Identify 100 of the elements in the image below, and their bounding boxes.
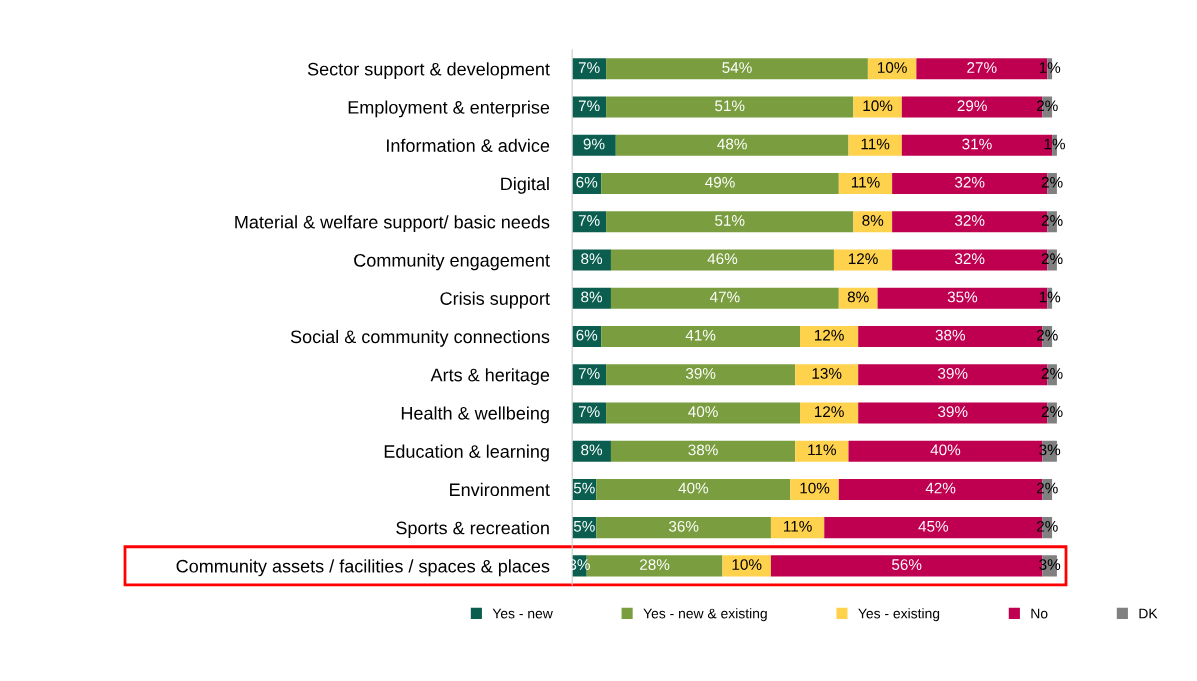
bar — [790, 478, 839, 500]
data-label: 45% — [918, 520, 949, 532]
bar — [610, 249, 834, 271]
bar — [853, 96, 902, 118]
data-label: 11% — [784, 520, 812, 532]
data-label: 2% — [1041, 253, 1063, 265]
y-tick-label: Social & community connections — [290, 329, 550, 347]
legend-label: No — [1031, 608, 1048, 619]
data-label: 10% — [732, 559, 762, 570]
data-label: 2% — [1041, 406, 1063, 417]
bar — [853, 211, 893, 233]
data-label: 47% — [709, 291, 740, 303]
y-tick-label: Sports & recreation — [396, 521, 549, 538]
legend-label: DK — [1139, 608, 1158, 619]
bar — [610, 287, 839, 309]
data-label: 51% — [715, 100, 745, 112]
bar — [722, 555, 771, 577]
data-label: 39% — [938, 367, 968, 379]
y-tick-label: Crisis support — [440, 291, 550, 309]
y-tick-label: Health & wellbeing — [401, 406, 549, 424]
bar — [606, 402, 801, 424]
bar — [770, 517, 825, 539]
bar — [800, 402, 859, 424]
bar — [606, 58, 868, 80]
data-label: 5% — [573, 520, 595, 532]
data-label: 9% — [583, 138, 605, 150]
legend-label: Yes - new & existing — [643, 608, 767, 622]
data-label: 8% — [847, 291, 869, 303]
data-label: 12% — [814, 329, 844, 341]
data-label: 2% — [1041, 215, 1063, 226]
y-tick-label: Education & learning — [384, 444, 549, 462]
bar — [795, 364, 859, 386]
legend-label: Yes - existing — [858, 608, 940, 622]
data-label: 35% — [947, 291, 978, 303]
data-label: 40% — [678, 482, 709, 494]
bar — [838, 173, 893, 195]
data-label: 41% — [685, 329, 716, 341]
data-label: 38% — [688, 444, 718, 456]
data-label: 40% — [688, 406, 718, 418]
data-label: 6% — [576, 176, 598, 188]
data-label: 49% — [705, 176, 735, 188]
bar — [610, 440, 796, 462]
bar — [833, 249, 893, 271]
data-label: 27% — [967, 62, 997, 73]
data-label: 11% — [808, 444, 837, 456]
data-label: 1% — [1039, 291, 1061, 303]
data-label: 8% — [581, 291, 603, 303]
data-label: 7% — [578, 406, 600, 417]
bar — [606, 364, 796, 386]
y-tick-label: Environment — [450, 482, 550, 497]
data-label: 39% — [685, 367, 716, 379]
data-label: 54% — [722, 62, 752, 73]
data-label: 32% — [954, 215, 985, 226]
data-label: 7% — [578, 100, 600, 112]
bar — [601, 173, 839, 195]
data-label: 5% — [573, 482, 595, 494]
data-label: 10% — [863, 100, 893, 112]
data-label: 31% — [962, 138, 992, 150]
data-label: 8% — [581, 444, 603, 456]
data-label: 36% — [668, 520, 699, 532]
bar — [596, 517, 771, 539]
y-tick-label: Arts & heritage — [430, 368, 550, 385]
data-label: 8% — [581, 253, 603, 265]
y-tick-label: Community engagement — [354, 253, 550, 271]
data-label: 7% — [578, 215, 600, 226]
bar — [601, 325, 801, 347]
data-label: 2% — [1036, 520, 1058, 532]
bar — [800, 325, 859, 347]
y-tick-label: Material & welfare support/ basic needs — [235, 215, 550, 233]
bar — [848, 134, 902, 156]
data-label: 6% — [576, 329, 598, 341]
data-label: 2% — [1036, 100, 1058, 112]
bar — [838, 287, 878, 309]
y-tick-label: Sector support & development — [307, 62, 550, 80]
bar — [795, 440, 849, 462]
bar — [572, 134, 616, 156]
data-label: 32% — [954, 176, 985, 188]
data-label: 48% — [717, 138, 747, 150]
bar — [606, 96, 854, 118]
data-label: 32% — [954, 253, 985, 265]
bar — [572, 249, 611, 271]
y-tick-label: Digital — [501, 176, 549, 194]
y-tick-label: Community assets / facilities / spaces & places — [176, 559, 550, 577]
data-label: 40% — [930, 444, 961, 456]
data-label: 39% — [938, 406, 968, 418]
data-label: 10% — [878, 62, 907, 73]
data-label: 28% — [640, 559, 670, 570]
data-label: 2% — [1041, 176, 1063, 188]
data-label: 51% — [715, 215, 745, 226]
data-label: 12% — [848, 253, 878, 265]
y-tick-label: Employment & enterprise — [348, 100, 550, 118]
data-label: 8% — [862, 215, 884, 226]
data-label: 11% — [851, 176, 880, 188]
legend-label: Yes - new — [492, 608, 553, 619]
data-label: 12% — [814, 406, 844, 417]
data-label: 7% — [578, 368, 600, 379]
data-label: 2% — [1036, 482, 1058, 494]
data-label: 13% — [812, 367, 842, 379]
data-label: 46% — [707, 253, 738, 265]
y-tick-label: Information & advice — [387, 138, 550, 153]
